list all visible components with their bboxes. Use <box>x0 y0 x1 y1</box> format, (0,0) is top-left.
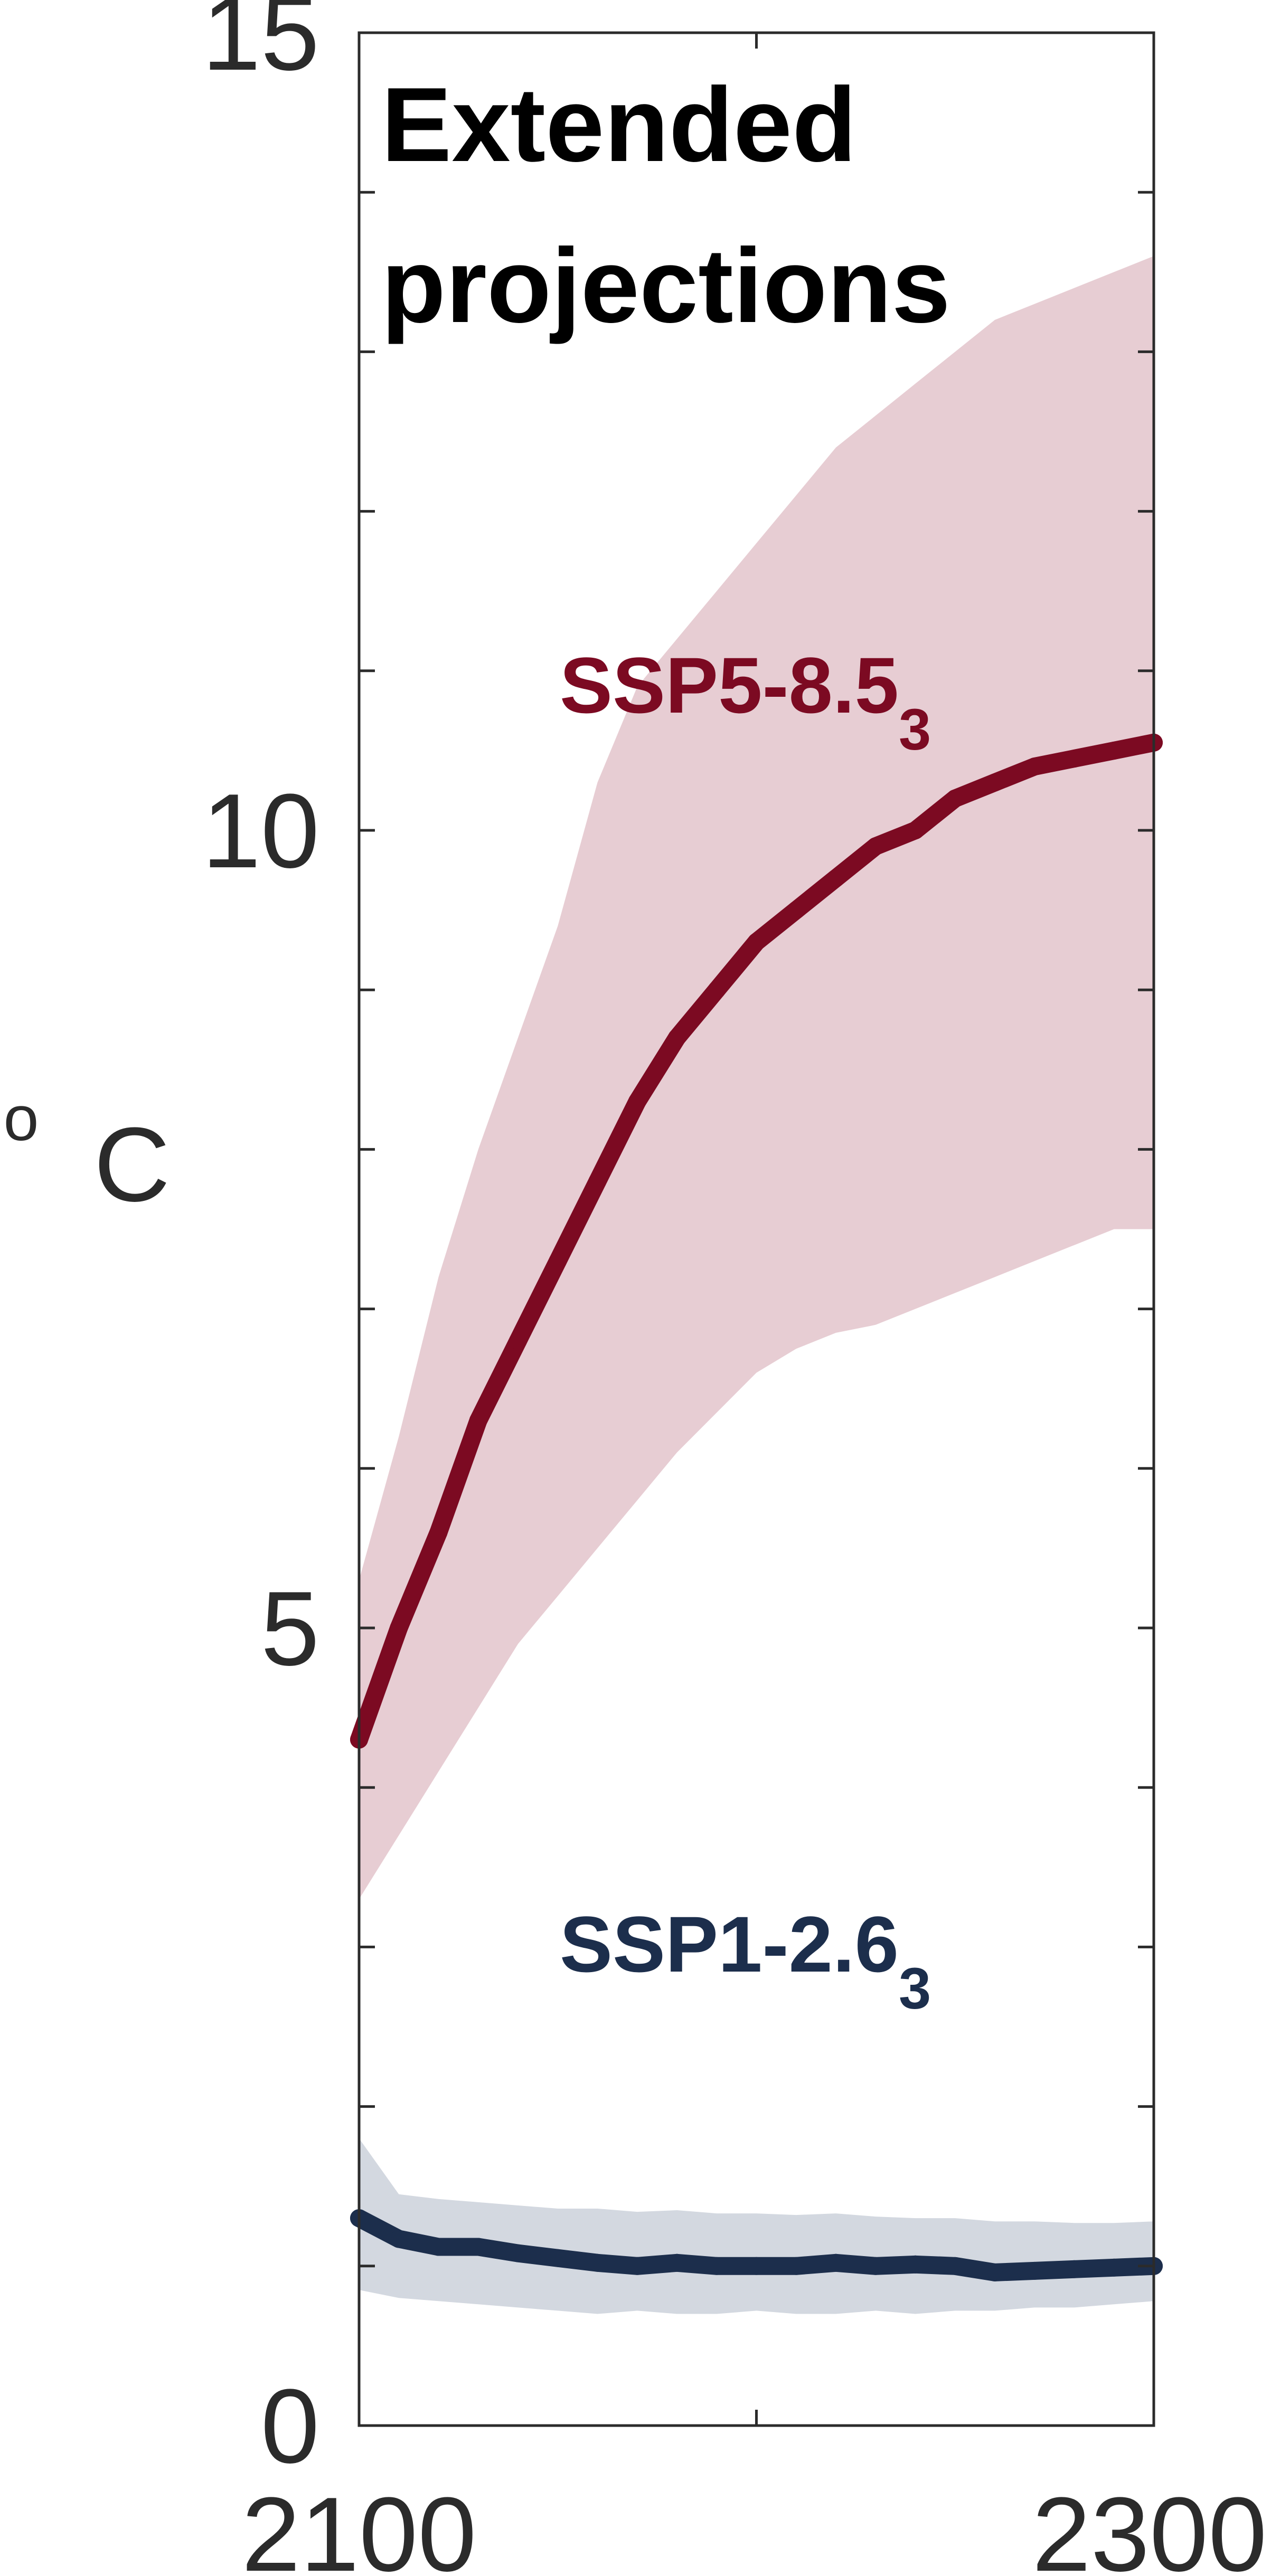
series-label-ssp126-sub: 3 <box>899 1956 931 2021</box>
axis-ticks <box>357 31 1155 2427</box>
point-ssp5-8-5-2130 <box>469 1412 487 1430</box>
point-ssp1-2-6-2280 <box>1065 2260 1084 2278</box>
point-ssp5-8-5-2150 <box>549 1252 567 1270</box>
ytick-label-5: 5 <box>261 1570 319 1688</box>
point-ssp5-8-5-2140 <box>509 1332 527 1350</box>
point-ssp1-2-6-2110 <box>390 2230 408 2248</box>
series-labels: SSP5-8.53 SSP1-2.63 <box>560 641 931 2021</box>
series-lines <box>350 733 1163 2281</box>
point-ssp1-2-6-2220 <box>827 2253 845 2272</box>
point-ssp1-2-6-2120 <box>429 2238 448 2256</box>
point-ssp5-8-5-2120 <box>429 1523 448 1541</box>
point-ssp5-8-5-2280 <box>1065 750 1084 768</box>
ylabel-unit: C <box>94 1106 170 1224</box>
point-ssp5-8-5-2250 <box>946 789 964 808</box>
point-ssp5-8-5-2170 <box>628 1092 646 1111</box>
point-ssp5-8-5-2200 <box>747 933 766 951</box>
point-ssp1-2-6-2210 <box>787 2257 805 2275</box>
point-ssp1-2-6-2270 <box>1025 2261 1044 2280</box>
point-ssp1-2-6-2250 <box>946 2257 964 2275</box>
ylabel-degree: o <box>4 1083 39 1154</box>
axis-tick-labels: 0 5 10 15 2100 2300 <box>202 0 1267 2576</box>
point-ssp5-8-5-2110 <box>390 1619 408 1637</box>
point-ssp5-8-5-2240 <box>906 821 925 839</box>
ytick-label-0: 0 <box>261 2367 319 2485</box>
point-ssp1-2-6-2200 <box>747 2257 766 2275</box>
point-ssp1-2-6-2240 <box>906 2255 925 2274</box>
point-ssp1-2-6-2190 <box>708 2257 726 2275</box>
point-ssp5-8-5-2160 <box>588 1172 607 1190</box>
point-ssp1-2-6-2160 <box>588 2253 607 2272</box>
point-ssp5-8-5-2290 <box>1105 741 1123 760</box>
point-ssp5-8-5-2180 <box>668 1028 686 1047</box>
point-ssp5-8-5-2230 <box>867 837 885 856</box>
xtick-label-2100: 2100 <box>242 2476 477 2576</box>
series-label-ssp585-main: SSP5-8.5 <box>560 641 899 730</box>
series-label-ssp126-main: SSP1-2.6 <box>560 1900 899 1988</box>
series-label-ssp585: SSP5-8.53 <box>560 641 931 762</box>
point-ssp5-8-5-2190 <box>708 981 726 999</box>
point-ssp1-2-6-2230 <box>867 2257 885 2275</box>
point-ssp1-2-6-2150 <box>549 2249 567 2267</box>
point-ssp1-2-6-2260 <box>986 2263 1004 2281</box>
point-ssp1-2-6-2180 <box>668 2253 686 2272</box>
ytick-label-10: 10 <box>202 772 319 890</box>
series-label-ssp126: SSP1-2.63 <box>560 1900 931 2021</box>
point-ssp5-8-5-2220 <box>827 869 845 887</box>
xtick-label-2300: 2300 <box>1032 2476 1267 2576</box>
point-ssp5-8-5-2210 <box>787 901 805 920</box>
point-ssp1-2-6-2140 <box>509 2244 527 2262</box>
band-ssp5-8-5 <box>359 256 1154 1899</box>
point-ssp1-2-6-2170 <box>628 2257 646 2275</box>
point-ssp1-2-6-2130 <box>469 2238 487 2256</box>
chart-title-line-2: projections <box>381 227 950 345</box>
point-ssp1-2-6-2290 <box>1105 2258 1123 2277</box>
point-ssp5-8-5-2270 <box>1025 757 1044 776</box>
chart-title-line-1: Extended <box>381 66 856 184</box>
series-label-ssp585-sub: 3 <box>899 697 931 762</box>
uncertainty-bands <box>359 256 1154 2314</box>
band-ssp1-2-6 <box>359 2138 1154 2314</box>
ytick-label-15: 15 <box>202 0 319 92</box>
point-ssp5-8-5-2260 <box>986 773 1004 792</box>
